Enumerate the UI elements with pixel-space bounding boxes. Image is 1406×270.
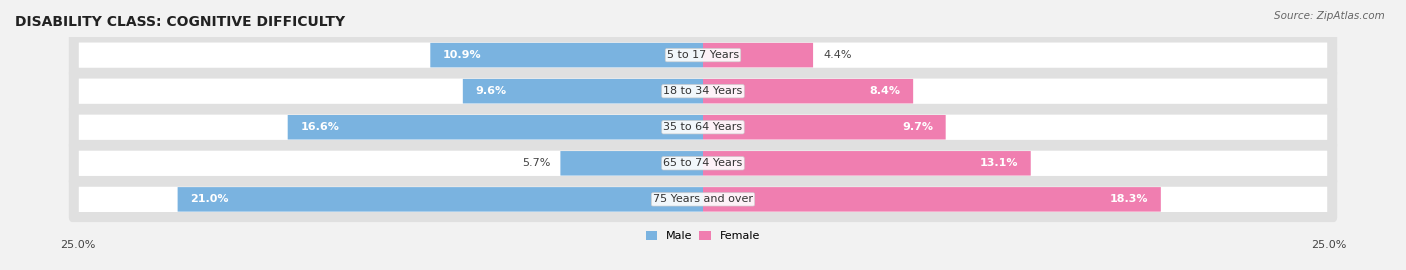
FancyBboxPatch shape — [69, 69, 1337, 114]
Text: 18 to 34 Years: 18 to 34 Years — [664, 86, 742, 96]
Text: 13.1%: 13.1% — [980, 158, 1018, 168]
Text: 10.9%: 10.9% — [443, 50, 481, 60]
FancyBboxPatch shape — [69, 104, 1337, 150]
FancyBboxPatch shape — [703, 115, 946, 140]
FancyBboxPatch shape — [288, 115, 703, 140]
Text: 5 to 17 Years: 5 to 17 Years — [666, 50, 740, 60]
FancyBboxPatch shape — [430, 43, 703, 68]
Text: 8.4%: 8.4% — [870, 86, 901, 96]
Text: 9.7%: 9.7% — [903, 122, 934, 132]
Text: Source: ZipAtlas.com: Source: ZipAtlas.com — [1274, 11, 1385, 21]
FancyBboxPatch shape — [69, 177, 1337, 222]
FancyBboxPatch shape — [463, 79, 703, 103]
Text: 18.3%: 18.3% — [1109, 194, 1149, 204]
FancyBboxPatch shape — [69, 32, 1337, 78]
FancyBboxPatch shape — [703, 79, 912, 103]
Text: DISABILITY CLASS: COGNITIVE DIFFICULTY: DISABILITY CLASS: COGNITIVE DIFFICULTY — [15, 15, 344, 29]
Text: 9.6%: 9.6% — [475, 86, 506, 96]
Text: 35 to 64 Years: 35 to 64 Years — [664, 122, 742, 132]
Text: 5.7%: 5.7% — [522, 158, 550, 168]
FancyBboxPatch shape — [703, 43, 813, 68]
FancyBboxPatch shape — [79, 115, 1327, 140]
Text: 75 Years and over: 75 Years and over — [652, 194, 754, 204]
FancyBboxPatch shape — [703, 187, 1161, 212]
FancyBboxPatch shape — [79, 151, 1327, 176]
FancyBboxPatch shape — [561, 151, 703, 176]
FancyBboxPatch shape — [69, 141, 1337, 186]
FancyBboxPatch shape — [177, 187, 703, 212]
FancyBboxPatch shape — [79, 42, 1327, 68]
Text: 65 to 74 Years: 65 to 74 Years — [664, 158, 742, 168]
Text: 4.4%: 4.4% — [823, 50, 852, 60]
FancyBboxPatch shape — [703, 151, 1031, 176]
Text: 21.0%: 21.0% — [190, 194, 229, 204]
Legend: Male, Female: Male, Female — [641, 227, 765, 246]
FancyBboxPatch shape — [79, 187, 1327, 212]
Text: 16.6%: 16.6% — [301, 122, 339, 132]
FancyBboxPatch shape — [79, 79, 1327, 104]
